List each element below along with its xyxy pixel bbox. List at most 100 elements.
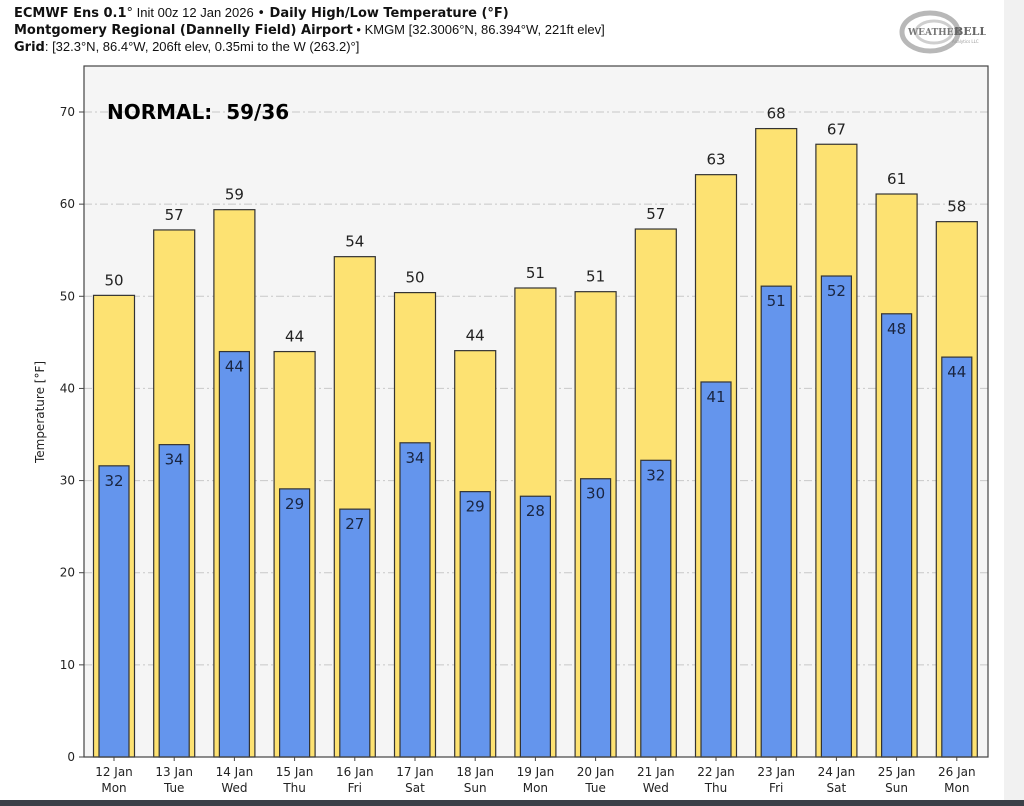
header-line-3: Grid: [32.3°N, 86.4°W, 206ft elev, 0.35m… bbox=[14, 39, 605, 56]
x-tick-weekday: Tue bbox=[584, 781, 606, 795]
logo-swirl-icon bbox=[899, 10, 961, 54]
high-value-label: 50 bbox=[405, 269, 424, 287]
bars: 50 32 57 34 59 44 44 29 54 27 50 34 44 29 51 28 51 30 57 32… bbox=[92, 105, 978, 758]
chart-header: ECMWF Ens 0.1° Init 00z 12 Jan 2026 • Da… bbox=[14, 5, 605, 56]
x-tick-date: 17 Jan bbox=[396, 765, 434, 779]
low-value-label: 44 bbox=[947, 363, 966, 381]
high-value-label: 44 bbox=[285, 328, 304, 346]
low-bar bbox=[98, 465, 130, 758]
high-value-label: 57 bbox=[165, 206, 184, 224]
x-tick-date: 25 Jan bbox=[878, 765, 916, 779]
x-tick-weekday: Sun bbox=[885, 781, 908, 795]
x-tick-date: 26 Jan bbox=[938, 765, 976, 779]
y-tick-label: 70 bbox=[60, 105, 75, 119]
y-tick-label: 10 bbox=[60, 658, 75, 672]
high-value-label: 67 bbox=[827, 120, 846, 138]
footer-bar bbox=[0, 800, 1024, 806]
high-value-label: 58 bbox=[947, 198, 966, 216]
product-title: Daily High/Low Temperature (°F) bbox=[265, 6, 509, 21]
x-tick-weekday: Sun bbox=[464, 781, 487, 795]
x-tick-date: 14 Jan bbox=[216, 765, 254, 779]
low-value-label: 27 bbox=[345, 515, 364, 533]
low-bar bbox=[700, 381, 732, 758]
high-value-label: 63 bbox=[706, 151, 725, 169]
low-value-label: 34 bbox=[405, 449, 424, 467]
low-value-label: 30 bbox=[586, 485, 605, 503]
low-value-label: 51 bbox=[767, 292, 786, 310]
x-tick-date: 12 Jan bbox=[95, 765, 133, 779]
low-value-label: 29 bbox=[285, 495, 304, 513]
y-tick-label: 0 bbox=[67, 750, 75, 764]
low-value-label: 41 bbox=[706, 388, 725, 406]
logo-text-b: BELL bbox=[954, 25, 986, 38]
x-tick-date: 19 Jan bbox=[517, 765, 555, 779]
high-value-label: 51 bbox=[586, 268, 605, 286]
x-tick-weekday: Fri bbox=[769, 781, 783, 795]
low-bar bbox=[941, 356, 973, 758]
high-value-label: 44 bbox=[466, 327, 485, 345]
low-bar bbox=[880, 313, 913, 758]
y-tick-label: 60 bbox=[60, 197, 75, 211]
low-bar bbox=[519, 495, 552, 758]
low-bar bbox=[579, 478, 612, 758]
low-bar bbox=[158, 444, 190, 758]
x-tick-weekday: Mon bbox=[523, 781, 548, 795]
grid-label: Grid bbox=[14, 40, 45, 55]
low-value-label: 32 bbox=[646, 466, 665, 484]
low-value-label: 44 bbox=[225, 358, 244, 376]
low-bar bbox=[760, 285, 792, 758]
init-time: Init 00z 12 Jan 2026 bbox=[133, 5, 258, 20]
station-details: • KMGM [32.3006°N, 86.394°W, 221ft elev] bbox=[352, 22, 605, 37]
right-margin-strip bbox=[1004, 0, 1024, 806]
station-name: Montgomery Regional (Dannelly Field) Air… bbox=[14, 23, 353, 38]
bullet: • bbox=[257, 6, 266, 21]
low-bar bbox=[218, 350, 250, 758]
low-bar bbox=[279, 488, 311, 758]
x-tick-weekday: Thu bbox=[704, 781, 728, 795]
low-bar bbox=[459, 491, 491, 758]
high-value-label: 51 bbox=[526, 264, 545, 282]
y-tick-label: 20 bbox=[60, 566, 75, 580]
high-value-label: 61 bbox=[887, 170, 906, 188]
high-value-label: 50 bbox=[104, 271, 123, 289]
x-tick-weekday: Mon bbox=[101, 781, 126, 795]
x-tick-weekday: Mon bbox=[944, 781, 969, 795]
x-tick-weekday: Wed bbox=[643, 781, 669, 795]
plot-frame bbox=[83, 65, 989, 758]
x-tick-date: 22 Jan bbox=[697, 765, 735, 779]
x-tick-date: 13 Jan bbox=[155, 765, 193, 779]
x-tick-weekday: Thu bbox=[282, 781, 306, 795]
y-tick-label: 40 bbox=[60, 381, 75, 395]
low-bar bbox=[399, 442, 431, 758]
x-tick-date: 20 Jan bbox=[577, 765, 615, 779]
low-value-label: 32 bbox=[104, 472, 123, 490]
high-value-label: 68 bbox=[767, 105, 786, 123]
low-bar bbox=[640, 459, 672, 758]
low-value-label: 52 bbox=[827, 282, 846, 300]
low-value-label: 29 bbox=[466, 498, 485, 516]
header-line-1: ECMWF Ens 0.1° Init 00z 12 Jan 2026 • Da… bbox=[14, 5, 605, 22]
x-tick-weekday: Fri bbox=[348, 781, 362, 795]
low-value-label: 28 bbox=[526, 502, 545, 520]
x-tick-weekday: Sat bbox=[405, 781, 425, 795]
high-value-label: 59 bbox=[225, 186, 244, 204]
y-tick-label: 50 bbox=[60, 289, 75, 303]
x-tick-date: 24 Jan bbox=[818, 765, 856, 779]
x-tick-date: 21 Jan bbox=[637, 765, 675, 779]
low-bar bbox=[339, 508, 371, 758]
logo-subtext: Analytics LLC bbox=[952, 39, 979, 44]
y-tick-label: 30 bbox=[60, 474, 75, 488]
weatherbell-logo: WEATHER BELL Analytics LLC bbox=[896, 8, 987, 54]
low-value-label: 34 bbox=[165, 451, 184, 469]
y-axis-label: Temperature [°F] bbox=[33, 361, 47, 464]
x-tick-date: 23 Jan bbox=[757, 765, 795, 779]
x-tick-weekday: Wed bbox=[221, 781, 247, 795]
model-name: ECMWF Ens 0.1 bbox=[14, 6, 127, 21]
x-axis-ticks: 12 Jan Mon 13 Jan Tue 14 Jan Wed 15 Jan Thu 16 J… bbox=[95, 757, 976, 795]
grid-details: : [32.3°N, 86.4°W, 206ft elev, 0.35mi to… bbox=[44, 39, 360, 54]
x-tick-weekday: Sat bbox=[827, 781, 847, 795]
logo-text-a: WEATHER bbox=[907, 28, 962, 38]
normal-annotation: NORMAL: 59/36 bbox=[107, 100, 289, 124]
x-tick-date: 16 Jan bbox=[336, 765, 374, 779]
